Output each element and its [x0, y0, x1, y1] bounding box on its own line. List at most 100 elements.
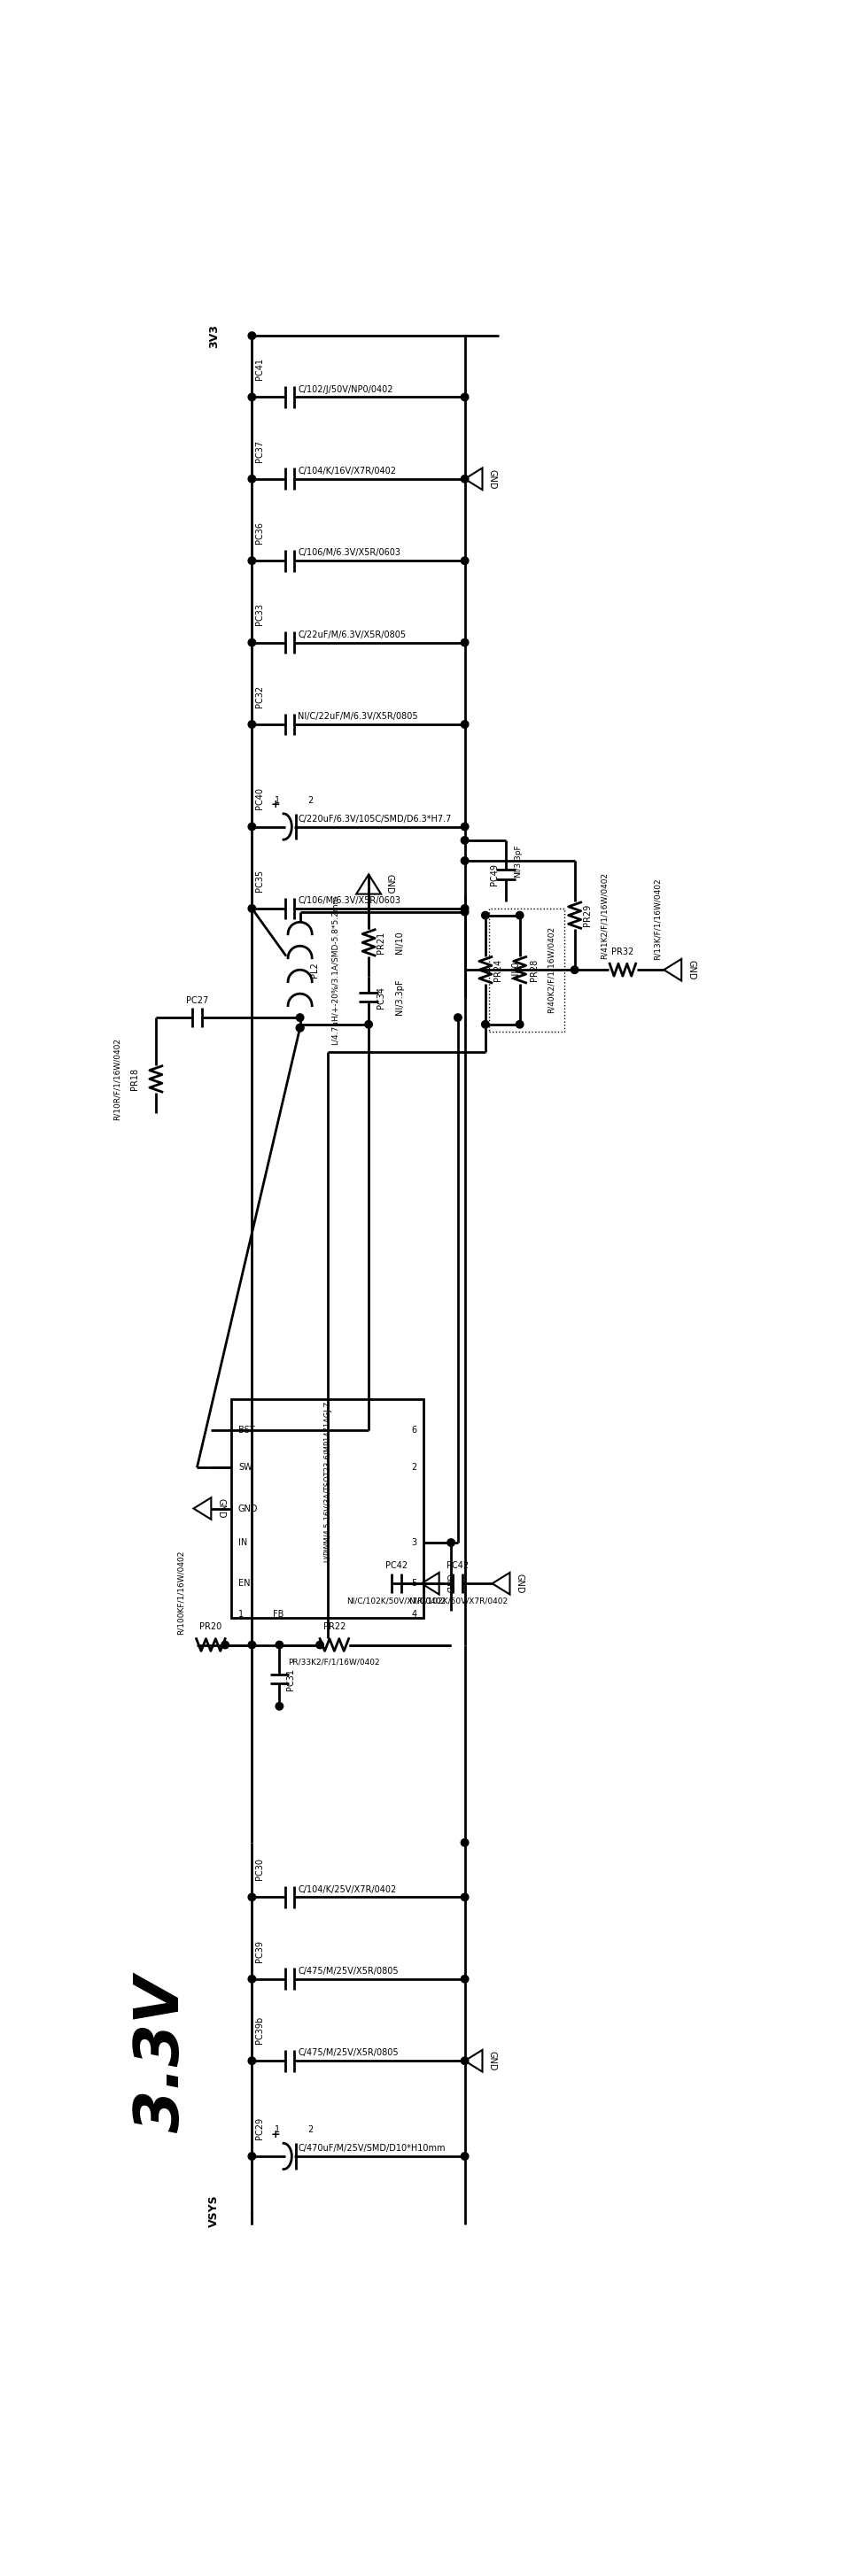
- Text: 3.3V: 3.3V: [132, 1976, 191, 2133]
- Text: C/22uF/M/6.3V/X5R/0805: C/22uF/M/6.3V/X5R/0805: [298, 631, 406, 639]
- Text: +: +: [271, 2128, 280, 2141]
- Text: FB: FB: [272, 1610, 284, 1618]
- Text: 1: 1: [238, 1610, 244, 1618]
- Circle shape: [248, 1641, 256, 1649]
- Text: PC36: PC36: [255, 520, 265, 544]
- Text: PR29: PR29: [583, 904, 591, 927]
- Text: PC37: PC37: [255, 440, 265, 461]
- Circle shape: [248, 474, 256, 482]
- Circle shape: [571, 966, 578, 974]
- Text: C/475/M/25V/X5R/0805: C/475/M/25V/X5R/0805: [298, 1965, 398, 1976]
- Circle shape: [461, 909, 469, 914]
- Text: NI/C/102K/50V/X7R/0402: NI/C/102K/50V/X7R/0402: [347, 1597, 446, 1605]
- Text: GND: GND: [384, 873, 394, 894]
- Text: 3: 3: [411, 1538, 416, 1548]
- Text: C/106/M/6.3V/X5R/0603: C/106/M/6.3V/X5R/0603: [298, 896, 401, 904]
- Text: PR24: PR24: [494, 958, 503, 981]
- Circle shape: [276, 1641, 284, 1649]
- Text: PR21: PR21: [377, 933, 386, 953]
- Circle shape: [482, 912, 489, 920]
- Circle shape: [461, 2154, 469, 2161]
- Text: PR22: PR22: [323, 1623, 346, 1631]
- Circle shape: [276, 1703, 284, 1710]
- Text: C/470uF/M/25V/SMD/D10*H10mm: C/470uF/M/25V/SMD/D10*H10mm: [298, 2143, 446, 2154]
- Text: GND: GND: [515, 1574, 524, 1595]
- Text: GND: GND: [488, 469, 497, 489]
- Text: 4: 4: [411, 1610, 416, 1618]
- Text: 2: 2: [411, 1463, 416, 1471]
- Text: +: +: [271, 799, 280, 811]
- Text: NI/3.3pF: NI/3.3pF: [515, 845, 522, 878]
- Bar: [489, 909, 565, 1030]
- Circle shape: [297, 1025, 303, 1030]
- Text: 3V3: 3V3: [209, 325, 220, 348]
- Text: PC41: PC41: [255, 358, 265, 381]
- Circle shape: [365, 1020, 372, 1028]
- Text: PC27: PC27: [186, 997, 209, 1005]
- Text: PC42: PC42: [385, 1561, 407, 1569]
- Circle shape: [461, 556, 469, 564]
- Circle shape: [516, 1020, 523, 1028]
- Text: BST: BST: [238, 1425, 254, 1435]
- Circle shape: [461, 1893, 469, 1901]
- Text: PC49: PC49: [490, 863, 499, 886]
- Circle shape: [454, 1015, 462, 1020]
- Text: PR20: PR20: [200, 1623, 222, 1631]
- Text: VSYS: VSYS: [209, 2195, 220, 2228]
- Text: 1: 1: [275, 796, 280, 804]
- Text: SW: SW: [238, 1463, 253, 1471]
- Text: PC40: PC40: [255, 788, 265, 809]
- Circle shape: [248, 1893, 256, 1901]
- Circle shape: [461, 1839, 469, 1847]
- Circle shape: [461, 1976, 469, 1984]
- Text: C/102/J/50V/NP0/0402: C/102/J/50V/NP0/0402: [298, 384, 393, 394]
- Circle shape: [461, 2058, 469, 2063]
- Text: C/106/M/6.3V/X5R/0603: C/106/M/6.3V/X5R/0603: [298, 549, 401, 556]
- Text: 2: 2: [308, 2125, 313, 2136]
- Text: NI/0: NI/0: [511, 961, 521, 979]
- Text: 5: 5: [411, 1579, 416, 1587]
- Text: PC32: PC32: [255, 685, 265, 708]
- Text: GND: GND: [216, 1499, 226, 1517]
- Text: PC34: PC34: [377, 987, 386, 1007]
- Circle shape: [248, 332, 256, 340]
- Circle shape: [461, 721, 469, 729]
- Text: 2: 2: [308, 796, 313, 804]
- Circle shape: [222, 1641, 229, 1649]
- Text: R/10R/F/1/16W/0402: R/10R/F/1/16W/0402: [114, 1038, 122, 1121]
- Circle shape: [297, 1015, 303, 1020]
- Text: C/104/K/25V/X7R/0402: C/104/K/25V/X7R/0402: [298, 1886, 397, 1893]
- Circle shape: [461, 474, 469, 482]
- Text: PC31: PC31: [286, 1667, 295, 1690]
- Circle shape: [248, 639, 256, 647]
- Bar: [231, 1399, 423, 1618]
- Circle shape: [248, 394, 256, 402]
- Circle shape: [248, 1976, 256, 1984]
- Text: GND: GND: [238, 1504, 258, 1512]
- Text: NI/3.3pF: NI/3.3pF: [395, 979, 403, 1015]
- Circle shape: [248, 822, 256, 829]
- Text: R/41K2/F/1/16W/0402: R/41K2/F/1/16W/0402: [601, 871, 609, 958]
- Text: R/13K/F/1/16W/0402: R/13K/F/1/16W/0402: [653, 878, 661, 961]
- Text: NI/C/22uF/M/6.3V/X5R/0805: NI/C/22uF/M/6.3V/X5R/0805: [298, 711, 418, 721]
- Circle shape: [461, 822, 469, 829]
- Text: GND: GND: [488, 2050, 497, 2071]
- Text: R/100KF/1/16W/0402: R/100KF/1/16W/0402: [177, 1551, 184, 1636]
- Text: GND: GND: [445, 1574, 453, 1595]
- Text: PR18: PR18: [130, 1069, 139, 1090]
- Text: PC35: PC35: [255, 868, 265, 891]
- Circle shape: [461, 904, 469, 912]
- Text: C/475/M/25V/X5R/0805: C/475/M/25V/X5R/0805: [298, 2048, 398, 2058]
- Text: R/40K2/F/1/16W/0402: R/40K2/F/1/16W/0402: [547, 927, 555, 1012]
- Circle shape: [516, 912, 523, 920]
- Circle shape: [297, 1025, 303, 1030]
- Text: PR28: PR28: [530, 958, 539, 981]
- Text: PL2: PL2: [310, 961, 319, 979]
- Circle shape: [482, 1020, 489, 1028]
- Text: PC29: PC29: [255, 2117, 265, 2138]
- Text: 1: 1: [275, 2125, 280, 2136]
- Text: PC33: PC33: [255, 603, 265, 626]
- Text: IN: IN: [238, 1538, 247, 1548]
- Text: 6: 6: [411, 1425, 416, 1435]
- Circle shape: [447, 1538, 455, 1546]
